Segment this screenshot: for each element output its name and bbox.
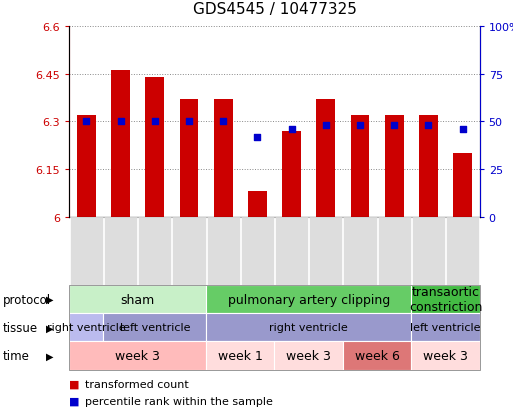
- Point: [287, 126, 295, 133]
- Text: pulmonary artery clipping: pulmonary artery clipping: [228, 293, 390, 306]
- Text: protocol: protocol: [3, 293, 51, 306]
- Text: right ventricle: right ventricle: [47, 323, 126, 332]
- Point: [390, 123, 398, 129]
- Bar: [282, 132, 301, 217]
- Text: ▶: ▶: [46, 294, 54, 304]
- Text: transaortic
constriction: transaortic constriction: [409, 285, 482, 313]
- Point: [116, 119, 125, 125]
- Text: week 1: week 1: [218, 349, 263, 362]
- Text: week 3: week 3: [286, 349, 331, 362]
- Text: time: time: [3, 349, 29, 362]
- Point: [82, 119, 90, 125]
- Point: [356, 123, 364, 129]
- Bar: [419, 116, 438, 217]
- Bar: [214, 100, 232, 217]
- Point: [151, 119, 159, 125]
- Text: ■: ■: [69, 396, 80, 406]
- Text: tissue: tissue: [3, 321, 37, 334]
- Point: [322, 123, 330, 129]
- Text: sham: sham: [121, 293, 155, 306]
- Text: GDS4545 / 10477325: GDS4545 / 10477325: [192, 2, 357, 17]
- Bar: [317, 100, 335, 217]
- Point: [253, 134, 262, 140]
- Bar: [453, 154, 472, 217]
- Text: percentile rank within the sample: percentile rank within the sample: [85, 396, 272, 406]
- Text: week 3: week 3: [115, 349, 160, 362]
- Text: ▶: ▶: [46, 351, 54, 361]
- Bar: [350, 116, 369, 217]
- Point: [459, 126, 467, 133]
- Text: ■: ■: [69, 379, 80, 389]
- Bar: [248, 192, 267, 217]
- Point: [185, 119, 193, 125]
- Bar: [111, 71, 130, 217]
- Text: transformed count: transformed count: [85, 379, 188, 389]
- Point: [219, 119, 227, 125]
- Text: week 6: week 6: [354, 349, 400, 362]
- Text: week 3: week 3: [423, 349, 468, 362]
- Text: ▶: ▶: [46, 323, 54, 332]
- Bar: [385, 116, 404, 217]
- Text: right ventricle: right ventricle: [269, 323, 348, 332]
- Bar: [145, 78, 164, 217]
- Bar: [77, 116, 96, 217]
- Bar: [180, 100, 199, 217]
- Point: [424, 123, 432, 129]
- Text: left ventricle: left ventricle: [410, 323, 481, 332]
- Text: left ventricle: left ventricle: [120, 323, 190, 332]
